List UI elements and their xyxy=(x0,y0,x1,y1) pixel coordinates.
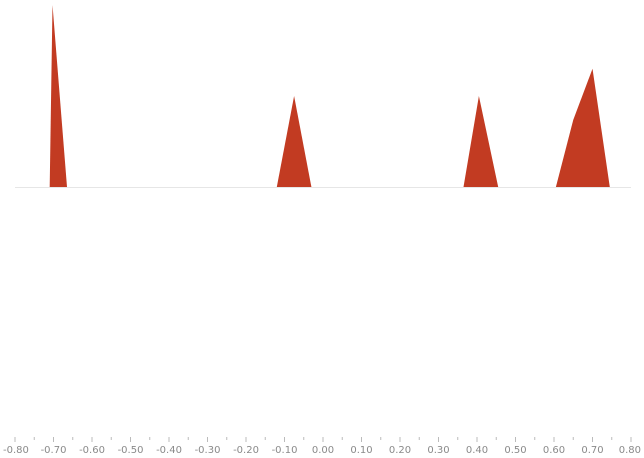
area-peak-1 xyxy=(49,5,67,187)
x-tick-label: 0.30 xyxy=(427,445,449,456)
x-tick-label: -0.40 xyxy=(156,445,182,456)
x-tick-label: 0.50 xyxy=(504,445,526,456)
x-tick-label: 0.60 xyxy=(543,445,565,456)
x-tick-label: -0.70 xyxy=(41,445,67,456)
x-tick-label: -0.30 xyxy=(195,445,221,456)
x-tick-label: -0.60 xyxy=(79,445,105,456)
area-peak-4 xyxy=(555,68,610,187)
area-peak-3 xyxy=(463,96,499,187)
x-tick-label: 0.70 xyxy=(581,445,603,456)
x-tick-label: 0.80 xyxy=(619,445,641,456)
x-tick-label: 0.10 xyxy=(350,445,372,456)
x-tick-label: -0.80 xyxy=(3,445,29,456)
x-tick-label: 0.20 xyxy=(389,445,411,456)
x-tick-label: 0.40 xyxy=(466,445,488,456)
area-peak-2 xyxy=(276,96,312,187)
x-tick-label: -0.10 xyxy=(272,445,298,456)
area-series-group xyxy=(49,5,610,187)
x-tick-label: -0.50 xyxy=(118,445,144,456)
x-axis: -0.80 -0.70 -0.60 -0.50 -0.40 -0.30 -0.20 -0.10… xyxy=(3,437,641,456)
x-tick-label: 0.00 xyxy=(312,445,334,456)
x-tick-label: -0.20 xyxy=(233,445,259,456)
